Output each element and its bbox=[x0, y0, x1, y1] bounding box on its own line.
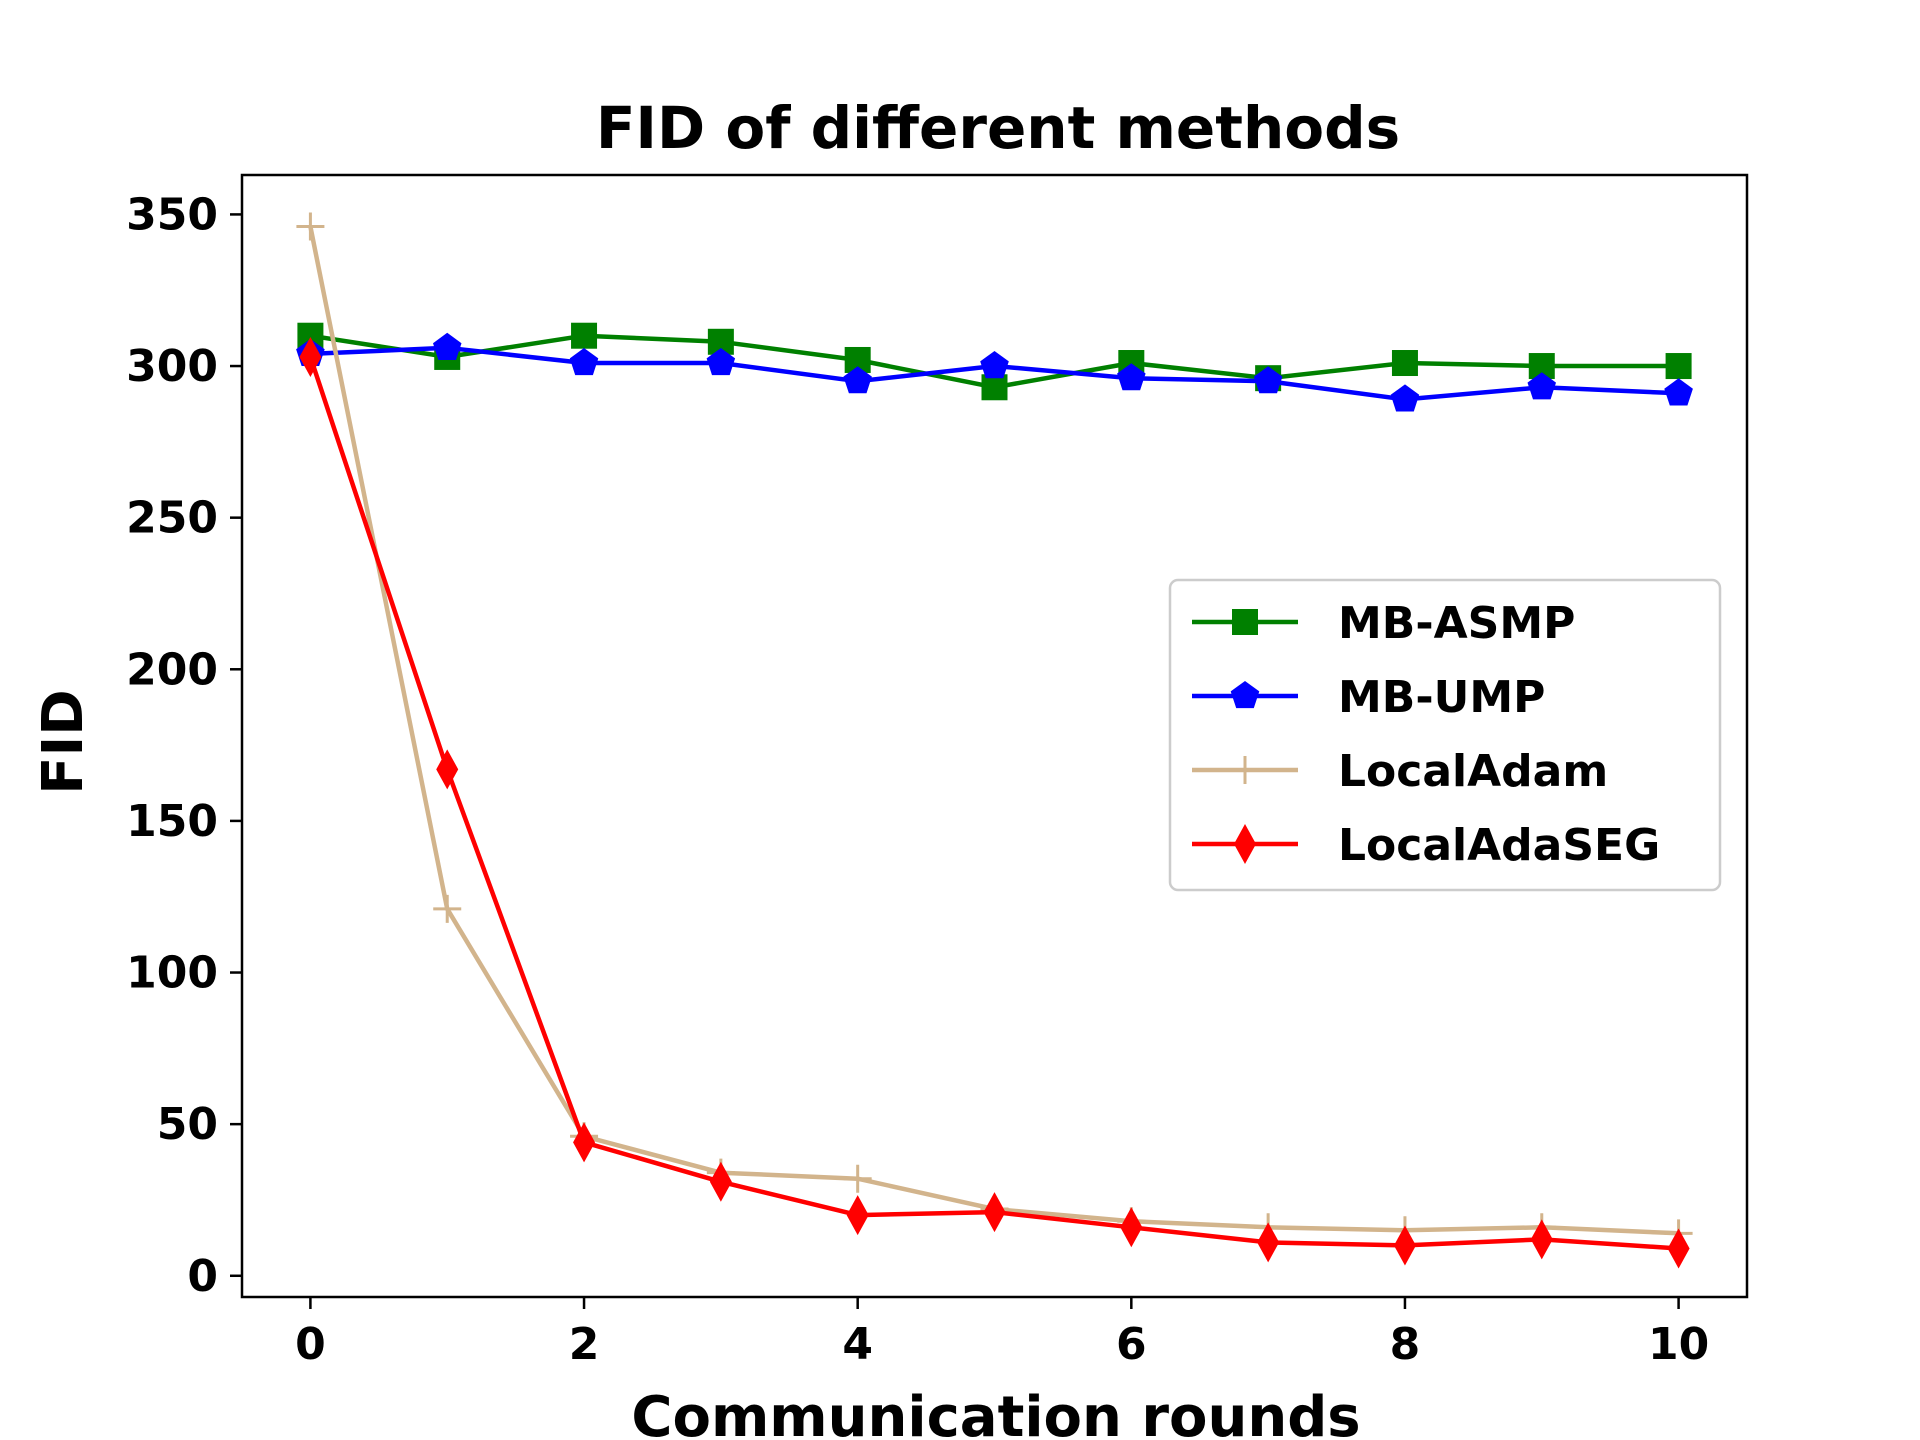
data-point-localadaseg bbox=[1257, 1222, 1280, 1263]
x-tick-label: 10 bbox=[1648, 1319, 1709, 1370]
plot-series bbox=[296, 212, 1693, 1269]
legend-item-localadam: LocalAdam bbox=[1192, 746, 1608, 797]
data-point-mb-asmp bbox=[571, 322, 598, 349]
data-point-localadaseg bbox=[709, 1161, 732, 1202]
data-point-localadaseg bbox=[983, 1192, 1006, 1233]
data-point-mb-ump bbox=[569, 348, 599, 376]
y-tick-label: 50 bbox=[157, 1099, 218, 1150]
y-tick-label: 250 bbox=[126, 493, 218, 544]
legend: MB-ASMP MB-UMP LocalAdam LocalAdaSEG bbox=[1168, 578, 1722, 892]
data-point-localadam bbox=[843, 1164, 872, 1193]
data-point-mb-ump bbox=[1527, 372, 1556, 400]
data-point-localadaseg bbox=[573, 1122, 596, 1163]
data-point-mb-asmp bbox=[981, 374, 1008, 401]
x-tick-label: 0 bbox=[295, 1319, 326, 1370]
legend-marker-mb-asmp bbox=[1232, 609, 1258, 635]
y-tick-label: 0 bbox=[187, 1251, 218, 1302]
legend-frame bbox=[1168, 578, 1722, 892]
plot-area-frame bbox=[240, 173, 1749, 1299]
data-point-localadaseg bbox=[1393, 1225, 1416, 1266]
data-point-mb-ump bbox=[1253, 366, 1283, 394]
data-point-localadaseg bbox=[1530, 1219, 1553, 1260]
x-axis-ticks: 0 2 4 6 8 10 bbox=[295, 1297, 1709, 1370]
data-point-mb-ump bbox=[980, 351, 1009, 379]
data-point-localadaseg bbox=[436, 749, 459, 790]
legend-item-localadaseg: LocalAdaSEG bbox=[1192, 820, 1660, 871]
legend-label: MB-ASMP bbox=[1338, 598, 1575, 649]
x-axis-label: Communication rounds bbox=[631, 1385, 1360, 1440]
chart-title: FID of different methods bbox=[596, 94, 1400, 162]
legend-label: MB-UMP bbox=[1338, 672, 1545, 723]
data-point-localadam bbox=[433, 894, 462, 923]
data-point-localadaseg bbox=[1667, 1228, 1690, 1269]
x-tick-label: 6 bbox=[1116, 1319, 1147, 1370]
data-point-mb-ump bbox=[1664, 378, 1693, 406]
data-point-mb-asmp bbox=[1665, 353, 1692, 380]
legend-label: LocalAdaSEG bbox=[1338, 820, 1660, 871]
y-axis-label: FID bbox=[31, 689, 96, 795]
data-point-localadam bbox=[296, 212, 325, 241]
data-point-mb-ump bbox=[706, 348, 736, 376]
data-point-mb-asmp bbox=[1391, 350, 1418, 377]
data-point-localadaseg bbox=[1120, 1207, 1143, 1248]
legend-marker-localadaseg bbox=[1234, 824, 1256, 864]
legend-item-mb-asmp: MB-ASMP bbox=[1192, 598, 1575, 649]
x-tick-label: 2 bbox=[569, 1319, 600, 1370]
data-point-mb-ump bbox=[1390, 384, 1420, 412]
legend-item-mb-ump: MB-UMP bbox=[1192, 672, 1545, 723]
legend-marker-mb-ump bbox=[1230, 681, 1260, 709]
y-tick-label: 200 bbox=[126, 644, 218, 695]
y-tick-label: 100 bbox=[126, 948, 218, 999]
y-axis-ticks: 0 50 100 150 200 250 300 350 bbox=[126, 189, 242, 1302]
legend-marker-localadam bbox=[1231, 756, 1259, 784]
data-point-mb-ump bbox=[433, 332, 462, 360]
x-tick-label: 4 bbox=[842, 1319, 873, 1370]
data-point-localadaseg bbox=[846, 1195, 869, 1236]
y-tick-label: 150 bbox=[126, 796, 218, 847]
x-tick-label: 8 bbox=[1390, 1319, 1421, 1370]
y-tick-label: 350 bbox=[126, 189, 218, 240]
series-localadaseg bbox=[299, 336, 1690, 1269]
data-point-mb-ump bbox=[843, 366, 872, 394]
y-tick-label: 300 bbox=[126, 341, 218, 392]
data-point-mb-ump bbox=[1117, 363, 1146, 391]
legend-label: LocalAdam bbox=[1338, 746, 1608, 797]
data-point-localadaseg bbox=[299, 336, 322, 377]
